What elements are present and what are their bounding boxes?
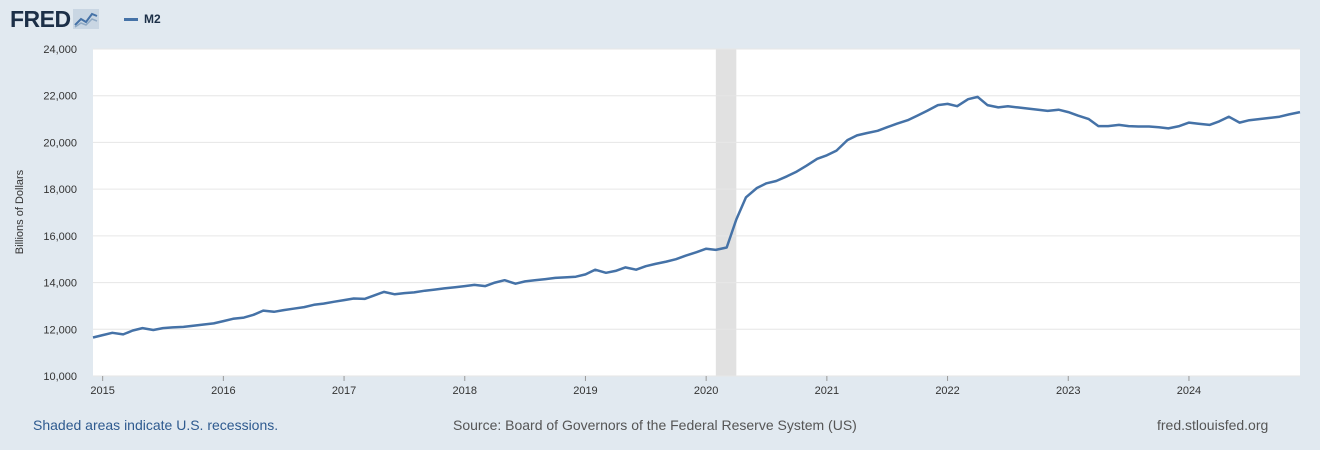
y-tick-label-5: 20,000 — [43, 137, 77, 149]
x-tick-label-4: 2019 — [573, 385, 597, 397]
legend: M2 — [124, 12, 161, 26]
gridlines — [93, 48, 1300, 377]
y-tick-label-3: 16,000 — [43, 231, 77, 243]
header: FRED — [10, 6, 99, 32]
x-tick-label-8: 2023 — [1056, 385, 1080, 397]
x-tick-label-2: 2017 — [332, 385, 356, 397]
y-tick-label-7: 24,000 — [43, 44, 77, 56]
y-axis-label: Billions of Dollars — [14, 169, 26, 254]
y-tick-label-2: 14,000 — [43, 278, 77, 290]
y-tick-label-6: 22,000 — [43, 91, 77, 103]
y-tick-label-0: 10,000 — [43, 371, 77, 383]
recession-shading — [715, 49, 737, 376]
x-tick-label-7: 2022 — [935, 385, 959, 397]
trend-chart-icon — [72, 9, 99, 29]
y-tick-label-4: 18,000 — [43, 184, 77, 196]
site-url[interactable]: fred.stlouisfed.org — [1157, 417, 1269, 433]
x-tick-label-0: 2015 — [90, 385, 114, 397]
recession-band-0 — [715, 49, 737, 376]
source-note: Source: Board of Governors of the Federa… — [453, 417, 857, 433]
plot-area — [93, 49, 1300, 376]
x-tick-label-1: 2016 — [211, 385, 235, 397]
x-axis-ticks: 2015 2016 2017 2018 2019 2020 2021 2022 2023 2024 — [90, 376, 1201, 397]
x-tick-label-6: 2021 — [815, 385, 839, 397]
series-line-m2[interactable] — [92, 95, 1301, 339]
y-tick-label-1: 12,000 — [43, 324, 77, 336]
y-axis-ticks: 10,000 12,000 14,000 16,000 18,000 20,000 22,0… — [43, 44, 77, 383]
series-layer — [92, 95, 1301, 339]
recession-note-link[interactable]: Shaded areas indicate U.S. recessions. — [33, 417, 279, 433]
chart: 10,000 12,000 14,000 16,000 18,000 20,000 22,0… — [14, 44, 1301, 397]
x-tick-label-5: 2020 — [694, 385, 718, 397]
legend-label-m2[interactable]: M2 — [144, 12, 161, 26]
x-tick-label-3: 2018 — [453, 385, 477, 397]
fred-logo[interactable]: FRED — [10, 5, 71, 32]
x-tick-label-9: 2024 — [1177, 385, 1201, 397]
legend-swatch — [124, 17, 138, 21]
